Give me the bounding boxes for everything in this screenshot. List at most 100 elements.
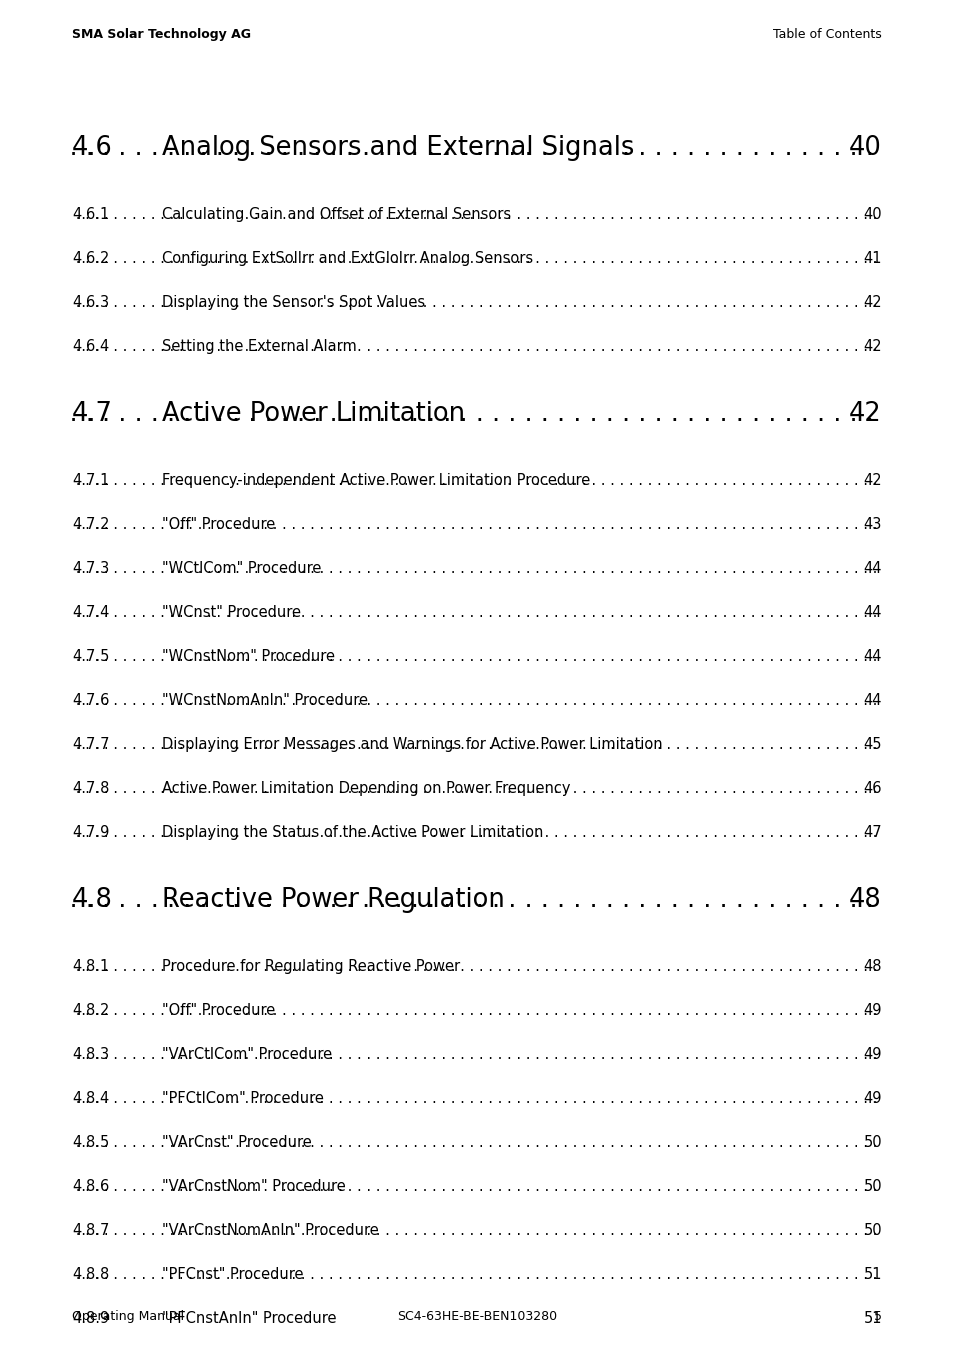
Text: Analog Sensors and External Signals: Analog Sensors and External Signals [162,135,634,161]
Text: 40: 40 [862,207,882,222]
Text: . . . . . . . . . . . . . . . . . . . . . . . . . . . . . . . . . . . . . . . . : . . . . . . . . . . . . . . . . . . . . … [0,604,882,621]
Text: 40: 40 [848,135,882,161]
Text: 44: 44 [862,561,882,576]
Text: 5: 5 [873,1310,882,1324]
Text: SMA Solar Technology AG: SMA Solar Technology AG [71,28,251,41]
Text: 4.6.3: 4.6.3 [71,295,109,310]
Text: Displaying Error Messages and Warnings for Active Power Limitation: Displaying Error Messages and Warnings f… [162,737,662,752]
Text: 42: 42 [862,295,882,310]
Text: Operating Manual: Operating Manual [71,1310,184,1324]
Text: 4.8.1: 4.8.1 [71,959,110,973]
Text: "Off" Procedure: "Off" Procedure [162,1003,275,1018]
Text: Reactive Power Regulation: Reactive Power Regulation [162,887,504,913]
Text: 49: 49 [862,1091,882,1106]
Text: 4.7.7: 4.7.7 [71,737,110,752]
Text: 41: 41 [862,251,882,266]
Text: 42: 42 [862,473,882,488]
Text: 4.8: 4.8 [71,887,112,913]
Text: . . . . . . . . . . . . . . . . . . . . . . . . . . . . . . . . . . . . . . . . : . . . . . . . . . . . . . . . . . . . . … [0,1134,882,1151]
Text: 4.7: 4.7 [71,402,112,427]
Text: 4.7.4: 4.7.4 [71,604,110,621]
Text: . . . . . . . . . . . . . . . . . . . . . . . . . . . . . . . . . . . . . . . . : . . . . . . . . . . . . . . . . . . . . … [0,516,882,531]
Text: . . . . . . . . . . . . . . . . . . . . . . . . . . . . . . . . . . . . . . . . : . . . . . . . . . . . . . . . . . . . . … [0,1311,882,1326]
Text: . . . . . . . . . . . . . . . . . . . . . . . . . . . . . . . . . . . . . . . . : . . . . . . . . . . . . . . . . . . . . … [0,561,882,576]
Text: . . . . . . . . . . . . . . . . . . . . . . . . . . . . . . . . . . . . . . . . : . . . . . . . . . . . . . . . . . . . . … [0,825,882,840]
Text: 49: 49 [862,1046,882,1063]
Text: 43: 43 [862,516,882,531]
Text: 44: 44 [862,604,882,621]
Text: Setting the External Alarm: Setting the External Alarm [162,339,356,354]
Text: 4.8.8: 4.8.8 [71,1267,110,1282]
Text: 4.6.4: 4.6.4 [71,339,110,354]
Text: 44: 44 [862,649,882,664]
Text: . . . . . . . . . . . . . . . . . . . . . . . . . . . . . . . . . . . . . . . . : . . . . . . . . . . . . . . . . . . . . … [0,1179,882,1194]
Text: . . . . . . . . . . . . . . . . . . . . . . . . . . . . . . . . . . . . . . . . : . . . . . . . . . . . . . . . . . . . . … [0,207,882,222]
Text: "WCtlCom" Procedure: "WCtlCom" Procedure [162,561,321,576]
Text: 50: 50 [862,1224,882,1238]
Text: Procedure for Regulating Reactive Power: Procedure for Regulating Reactive Power [162,959,459,973]
Text: 4.7.2: 4.7.2 [71,516,110,531]
Text: "WCnstNom" Procedure: "WCnstNom" Procedure [162,649,335,664]
Text: "VArCtlCom" Procedure: "VArCtlCom" Procedure [162,1046,332,1063]
Text: 50: 50 [862,1179,882,1194]
Text: Frequency-independent Active Power Limitation Procedure: Frequency-independent Active Power Limit… [162,473,590,488]
Text: 48: 48 [862,959,882,973]
Text: 4.6: 4.6 [71,135,112,161]
Text: 47: 47 [862,825,882,840]
Text: . . . . . . . . . . . . . . . . . . . . . . . . . . . . . . . . . . . . . . . . : . . . . . . . . . . . . . . . . . . . . … [0,694,882,708]
Text: . . . . . . . . . . . . . . . . . . . . . . . . . . . . . . . . . . . . . . . . : . . . . . . . . . . . . . . . . . . . . … [0,295,882,310]
Text: . . . . . . . . . . . . . . . . . . . . . . . . . . . . . . . . . . . . . . . . : . . . . . . . . . . . . . . . . . . . . … [0,887,882,913]
Text: 42: 42 [848,402,882,427]
Text: 4.7.6: 4.7.6 [71,694,110,708]
Text: 50: 50 [862,1134,882,1151]
Text: "PFCtlCom" Procedure: "PFCtlCom" Procedure [162,1091,323,1106]
Text: 4.8.9: 4.8.9 [71,1311,110,1326]
Text: . . . . . . . . . . . . . . . . . . . . . . . . . . . . . . . . . . . . . . . . : . . . . . . . . . . . . . . . . . . . . … [0,402,882,427]
Text: "PFCnstAnIn" Procedure: "PFCnstAnIn" Procedure [162,1311,336,1326]
Text: . . . . . . . . . . . . . . . . . . . . . . . . . . . . . . . . . . . . . . . . : . . . . . . . . . . . . . . . . . . . . … [0,1267,882,1282]
Text: 4.7.8: 4.7.8 [71,781,110,796]
Text: . . . . . . . . . . . . . . . . . . . . . . . . . . . . . . . . . . . . . . . . : . . . . . . . . . . . . . . . . . . . . … [0,251,882,266]
Text: 48: 48 [848,887,882,913]
Text: 4.7.5: 4.7.5 [71,649,110,664]
Text: 4.8.2: 4.8.2 [71,1003,110,1018]
Text: SC4-63HE-BE-BEN103280: SC4-63HE-BE-BEN103280 [396,1310,557,1324]
Text: 44: 44 [862,694,882,708]
Text: 4.8.4: 4.8.4 [71,1091,110,1106]
Text: "VArCnst" Procedure: "VArCnst" Procedure [162,1134,312,1151]
Text: 4.6.2: 4.6.2 [71,251,110,266]
Text: Displaying the Status of the Active Power Limitation: Displaying the Status of the Active Powe… [162,825,543,840]
Text: Table of Contents: Table of Contents [773,28,882,41]
Text: 4.7.3: 4.7.3 [71,561,110,576]
Text: . . . . . . . . . . . . . . . . . . . . . . . . . . . . . . . . . . . . . . . . : . . . . . . . . . . . . . . . . . . . . … [0,1091,882,1106]
Text: . . . . . . . . . . . . . . . . . . . . . . . . . . . . . . . . . . . . . . . . : . . . . . . . . . . . . . . . . . . . . … [0,649,882,664]
Text: 46: 46 [862,781,882,796]
Text: . . . . . . . . . . . . . . . . . . . . . . . . . . . . . . . . . . . . . . . . : . . . . . . . . . . . . . . . . . . . . … [0,781,882,796]
Text: 45: 45 [862,737,882,752]
Text: 42: 42 [862,339,882,354]
Text: "VArCnstNomAnIn" Procedure: "VArCnstNomAnIn" Procedure [162,1224,378,1238]
Text: 49: 49 [862,1003,882,1018]
Text: 4.7.1: 4.7.1 [71,473,110,488]
Text: 4.8.7: 4.8.7 [71,1224,110,1238]
Text: Active Power Limitation: Active Power Limitation [162,402,465,427]
Text: . . . . . . . . . . . . . . . . . . . . . . . . . . . . . . . . . . . . . . . . : . . . . . . . . . . . . . . . . . . . . … [0,959,882,973]
Text: 4.7.9: 4.7.9 [71,825,110,840]
Text: 4.8.6: 4.8.6 [71,1179,110,1194]
Text: Configuring ExtSolIrr and ExtGloIrr Analog Sensors: Configuring ExtSolIrr and ExtGloIrr Anal… [162,251,533,266]
Text: Calculating Gain and Offset of External Sensors: Calculating Gain and Offset of External … [162,207,511,222]
Text: . . . . . . . . . . . . . . . . . . . . . . . . . . . . . . . . . . . . . . . . : . . . . . . . . . . . . . . . . . . . . … [0,339,882,354]
Text: 51: 51 [862,1311,882,1326]
Text: . . . . . . . . . . . . . . . . . . . . . . . . . . . . . . . . . . . . . . . . : . . . . . . . . . . . . . . . . . . . . … [0,473,882,488]
Text: Displaying the Sensor's Spot Values: Displaying the Sensor's Spot Values [162,295,425,310]
Text: 4.6.1: 4.6.1 [71,207,110,222]
Text: "WCnstNomAnIn" Procedure: "WCnstNomAnIn" Procedure [162,694,368,708]
Text: 4.8.3: 4.8.3 [71,1046,109,1063]
Text: "PFCnst" Procedure: "PFCnst" Procedure [162,1267,303,1282]
Text: . . . . . . . . . . . . . . . . . . . . . . . . . . . . . . . . . . . . . . . . : . . . . . . . . . . . . . . . . . . . . … [0,737,882,752]
Text: . . . . . . . . . . . . . . . . . . . . . . . . . . . . . . . . . . . . . . . . : . . . . . . . . . . . . . . . . . . . . … [0,1046,882,1063]
Text: Active Power Limitation Depending on Power Frequency: Active Power Limitation Depending on Pow… [162,781,570,796]
Text: "WCnst" Procedure: "WCnst" Procedure [162,604,301,621]
Text: . . . . . . . . . . . . . . . . . . . . . . . . . . . . . . . . . . . . . . . . : . . . . . . . . . . . . . . . . . . . . … [0,1003,882,1018]
Text: . . . . . . . . . . . . . . . . . . . . . . . . . . . . . . . . . . . . . . . . : . . . . . . . . . . . . . . . . . . . . … [0,135,882,161]
